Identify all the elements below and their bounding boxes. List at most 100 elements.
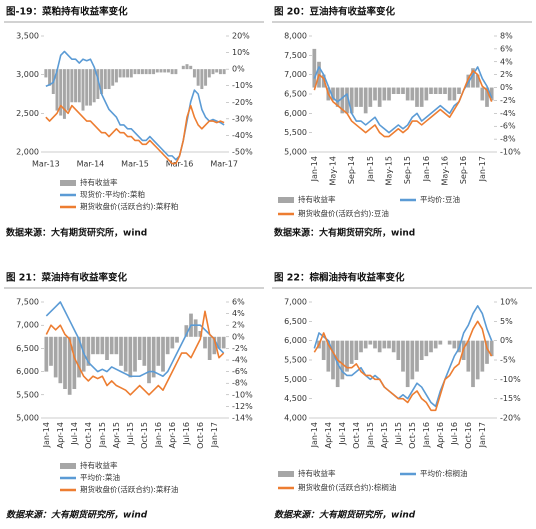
x-tick-label: May-15 — [385, 156, 394, 185]
legend-swatch — [278, 197, 294, 203]
y-tick-label: 5,000 — [16, 414, 39, 423]
bar — [354, 340, 359, 360]
bar — [137, 69, 141, 75]
bar — [443, 87, 447, 94]
x-tick-label: Jan-14 — [310, 422, 319, 448]
bar — [211, 69, 215, 75]
y-tick-label: 7,000 — [16, 321, 39, 330]
x-tick-label: Jan-16 — [422, 156, 431, 182]
x-tick-label: Mar-14 — [77, 160, 105, 169]
bar — [200, 69, 204, 90]
legend-swatch — [60, 463, 76, 469]
bar — [429, 87, 433, 94]
bar — [354, 87, 359, 107]
x-tick-label: Jul-14 — [338, 422, 347, 446]
y2-tick-label: -2% — [500, 96, 516, 105]
bar — [58, 336, 63, 384]
bar — [212, 336, 217, 355]
bar — [196, 69, 200, 86]
bar — [155, 69, 159, 73]
y2-tick-label: -30% — [232, 114, 253, 123]
bar — [100, 69, 104, 94]
y2-tick-label: 0% — [500, 336, 513, 345]
source-note: 数据来源：大有期货研究所，wind — [274, 510, 416, 521]
bar — [410, 340, 415, 380]
bar — [466, 340, 471, 372]
bar — [109, 336, 114, 355]
line-series — [313, 70, 493, 138]
bar — [92, 69, 96, 103]
bar — [424, 340, 429, 357]
bar — [349, 340, 354, 364]
bar — [405, 340, 410, 388]
y2-tick-label: -10% — [500, 148, 521, 157]
x-tick-label: Sep-15 — [403, 156, 412, 184]
bar — [405, 87, 410, 101]
y2-tick-label: 8% — [500, 32, 513, 41]
bar — [326, 340, 331, 372]
bar — [55, 69, 59, 111]
y2-tick-label: 10% — [232, 48, 250, 57]
bar — [44, 69, 48, 78]
y2-tick-label: 6% — [232, 298, 245, 307]
y2-tick-label: 0% — [232, 332, 245, 341]
chart-panel: 图 22：棕榈油持有收益率变化 4,000 4,500 5,000 5,500 6,000… — [272, 272, 532, 521]
bar — [387, 340, 391, 349]
y-tick-label: 3,500 — [16, 32, 39, 41]
bar — [72, 336, 77, 389]
legend-swatch — [278, 471, 294, 477]
bar — [62, 69, 66, 119]
y-tick-label: 6,500 — [284, 90, 307, 99]
chart-panel: 图-19：菜粕持有收益率变化 2,000 2,500 3,000 3,500 -50% -4… — [4, 6, 264, 239]
legend-label: 平均价:菜油 — [80, 472, 120, 482]
y-tick-label: 6,000 — [284, 336, 307, 345]
bar — [447, 87, 452, 101]
bar — [198, 331, 203, 337]
y-tick-label: 6,000 — [284, 109, 307, 118]
bar — [119, 336, 123, 366]
bar — [163, 69, 167, 73]
x-tick-label: Oct-14 — [84, 422, 93, 449]
bar — [373, 340, 377, 349]
y2-tick-label: -6% — [500, 122, 516, 131]
bar — [368, 87, 373, 107]
bar — [321, 340, 326, 360]
x-tick-label: Jul-14 — [70, 422, 79, 446]
y-tick-label: 4,500 — [284, 394, 307, 403]
bar — [66, 69, 70, 111]
y2-tick-label: -50% — [232, 148, 253, 157]
legend-label: 期货收盘价(活跃合约):棕榈油 — [298, 482, 396, 492]
x-tick-label: Jan-17 — [210, 422, 219, 448]
bar — [475, 340, 480, 380]
legend-label: 持有收益率 — [80, 460, 118, 470]
legend-label: 持有收益率 — [298, 468, 336, 478]
bar — [359, 87, 363, 107]
bar — [77, 336, 81, 378]
bar — [457, 87, 461, 94]
legend-label: 现货价:平均价:菜粕 — [80, 189, 145, 199]
bar — [96, 69, 100, 99]
bar — [368, 340, 373, 345]
bar — [70, 69, 74, 103]
bar — [159, 69, 163, 73]
bar — [181, 65, 185, 70]
x-tick-label: Mar-15 — [121, 160, 149, 169]
x-tick-label: Sep-14 — [347, 156, 356, 184]
bar — [410, 87, 415, 101]
bar — [218, 69, 222, 75]
y-tick-label: 6,500 — [16, 344, 39, 353]
bar — [433, 340, 438, 349]
bar — [485, 340, 489, 364]
y-tick-label: 5,500 — [284, 356, 307, 365]
y2-tick-label: -12% — [232, 402, 253, 411]
y2-tick-label: 10% — [500, 298, 518, 307]
bar — [363, 340, 368, 349]
x-tick-label: Jan-16 — [154, 422, 163, 448]
x-tick-label: Jan-15 — [366, 156, 375, 182]
bar — [175, 336, 179, 343]
y-tick-label: 3,000 — [16, 70, 39, 79]
y-tick-label: 7,000 — [284, 298, 307, 307]
bar — [222, 69, 226, 75]
bar — [184, 325, 189, 337]
